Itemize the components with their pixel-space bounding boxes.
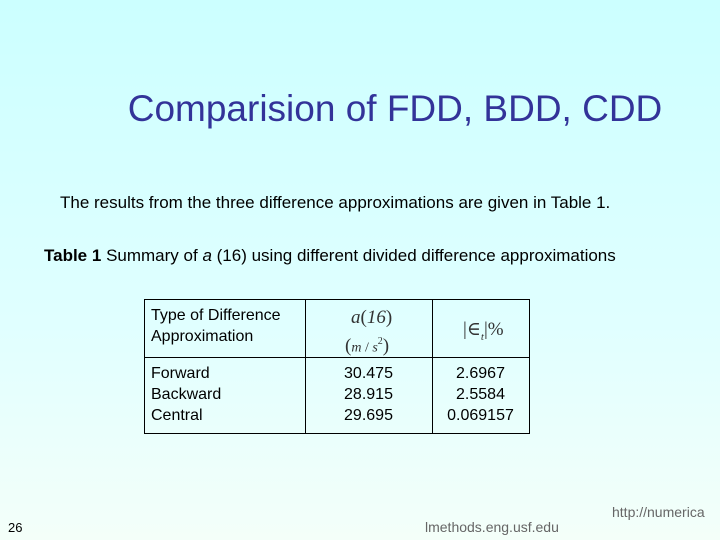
page-number: 26 (8, 520, 23, 535)
acceleration-value: 28.915 (344, 386, 393, 403)
relative-error: 2.6967 (456, 365, 505, 382)
difference-type: Forward (151, 365, 210, 382)
caption-text: Summary of (106, 246, 198, 265)
header-cell: Type of Difference Approximation (151, 307, 281, 345)
math-unit: s (372, 340, 378, 356)
difference-type: Backward (151, 386, 222, 403)
difference-type: Central (151, 407, 203, 424)
math-unit: % (487, 319, 504, 340)
math-symbol: ∈ (466, 319, 481, 340)
math-symbol: a (351, 307, 361, 328)
value-column: 30.475 28.915 29.695 (305, 363, 432, 426)
header-cell: a(16) (m / s2) (345, 307, 393, 357)
results-table: Type of Difference Approximation a(16) (… (144, 299, 530, 434)
column-border (305, 300, 306, 433)
caption-text: (16) using different divided difference … (216, 246, 616, 265)
row-border (145, 357, 529, 358)
math-subscript: t (480, 330, 484, 343)
intro-text: The results from the three difference ap… (60, 193, 611, 212)
table-caption: Table 1 Summary of a (16) using differen… (44, 246, 616, 266)
math-argument: 16 (366, 307, 386, 328)
caption-symbol: a (202, 246, 212, 265)
footer-url: lmethods.eng.usf.edu (425, 519, 559, 535)
column-border (432, 300, 433, 433)
math-power: 2 (377, 336, 383, 347)
acceleration-value: 30.475 (344, 365, 393, 382)
type-column: Forward Backward Central (151, 363, 221, 426)
error-column: 2.6967 2.5584 0.069157 (432, 363, 529, 426)
relative-error: 0.069157 (447, 407, 514, 424)
math-unit: m (351, 340, 362, 356)
header-cell: |∈t|% (463, 319, 504, 343)
footer-url: http://numerica (612, 504, 705, 520)
relative-error: 2.5584 (456, 386, 505, 403)
caption-label: Table 1 (44, 246, 102, 265)
slide-title: Comparision of FDD, BDD, CDD (127, 88, 663, 129)
acceleration-value: 29.695 (344, 407, 393, 424)
